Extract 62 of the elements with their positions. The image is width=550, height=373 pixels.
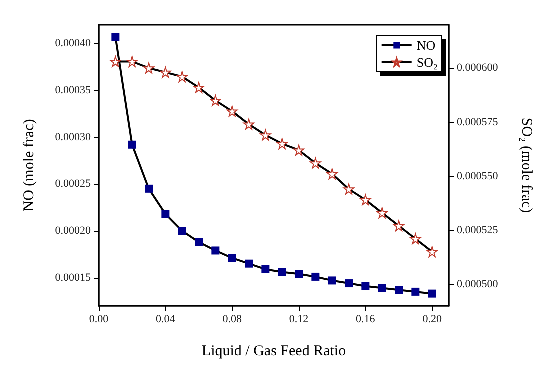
x-tick-label: 0.00 xyxy=(89,314,110,326)
point xyxy=(244,118,254,130)
point xyxy=(178,227,186,236)
legend-label: NO xyxy=(416,38,436,53)
point xyxy=(295,270,303,278)
point xyxy=(345,280,353,288)
point xyxy=(126,56,138,68)
point xyxy=(395,286,403,294)
point xyxy=(362,282,370,290)
point xyxy=(276,138,288,150)
point xyxy=(344,184,354,195)
y-tick-label: 0.00025 xyxy=(55,178,92,190)
x-tick-label: 0.20 xyxy=(422,314,442,326)
x-tick-label: 0.16 xyxy=(356,314,376,326)
point xyxy=(226,106,238,117)
point xyxy=(428,290,436,298)
x-tick-label: 0.04 xyxy=(156,314,176,326)
y-tick-label: 0.00035 xyxy=(55,84,92,97)
point xyxy=(278,268,286,276)
y2-tick-label: 0.000575 xyxy=(457,116,499,128)
y-tick-label: 0.00015 xyxy=(55,272,92,284)
y-tick-label: 0.00040 xyxy=(55,38,92,50)
x-tick-label: 0.12 xyxy=(289,314,309,326)
point xyxy=(210,95,222,106)
point xyxy=(394,220,404,232)
point xyxy=(310,158,322,169)
point xyxy=(128,140,136,149)
point xyxy=(262,265,270,274)
x-axis-title: Liquid / Gas Feed Ratio xyxy=(202,344,346,360)
y-axis-title: NO (mole frac) xyxy=(22,119,38,212)
point xyxy=(176,71,188,82)
point xyxy=(195,238,203,246)
y2-tick-label: 0.000525 xyxy=(457,224,499,236)
y-tick-label: 0.00030 xyxy=(55,131,92,144)
point xyxy=(212,246,220,255)
y2-tick-label: 0.000550 xyxy=(457,170,499,182)
y2-tick-label: 0.000600 xyxy=(457,62,499,74)
y2-axis-title: SO₂ (mole frac) xyxy=(518,118,534,214)
legend-label: SO₂ xyxy=(416,55,438,70)
point xyxy=(412,288,420,296)
point xyxy=(110,56,122,68)
point xyxy=(360,194,372,206)
point xyxy=(194,82,204,94)
point xyxy=(378,284,386,292)
point xyxy=(145,184,153,193)
point xyxy=(426,246,438,258)
point xyxy=(160,67,172,78)
point xyxy=(162,210,170,218)
point xyxy=(112,33,120,42)
y-tick-label: 0.00020 xyxy=(55,225,92,238)
point xyxy=(376,208,388,219)
x-tick-label: 0.08 xyxy=(222,314,242,326)
point xyxy=(312,272,320,281)
point xyxy=(328,276,336,285)
point xyxy=(294,144,304,156)
point xyxy=(245,260,253,268)
point xyxy=(228,254,236,262)
point xyxy=(410,233,422,244)
y2-tick-label: 0.000500 xyxy=(457,278,499,290)
point xyxy=(260,130,272,141)
point xyxy=(144,62,154,74)
point xyxy=(326,168,338,180)
